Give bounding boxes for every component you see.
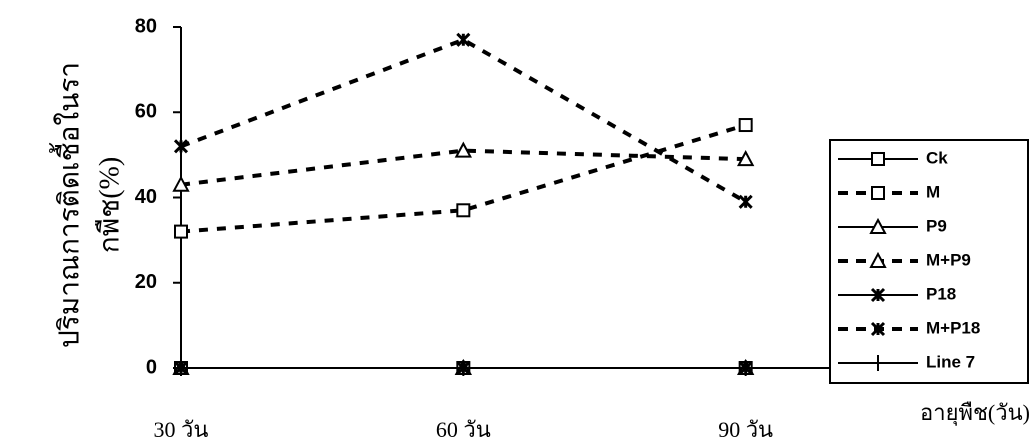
marker <box>871 152 885 166</box>
y-tick-label: 40 <box>135 186 157 208</box>
series-line <box>180 123 747 234</box>
marker-triangle <box>869 251 887 268</box>
marker-triangle <box>172 175 190 192</box>
marker <box>871 186 885 200</box>
marker-plus <box>175 360 187 376</box>
marker <box>456 32 471 47</box>
marker-plus <box>872 355 884 371</box>
marker <box>454 141 473 158</box>
y-axis-label: ปริมาณการติดเชื้อในรา <box>48 62 85 348</box>
legend-label: Ck <box>926 148 948 167</box>
marker-star <box>738 194 753 209</box>
marker <box>457 360 470 376</box>
marker <box>869 251 887 268</box>
y-tick-label: 20 <box>135 271 157 293</box>
marker-star <box>870 287 886 303</box>
y-tick-label: 60 <box>135 101 157 123</box>
marker-square <box>738 118 753 133</box>
marker-star <box>870 321 886 337</box>
marker-square <box>174 224 188 239</box>
marker <box>456 203 471 218</box>
marker <box>870 287 886 303</box>
x-tick-label: 60 วัน <box>436 417 491 442</box>
marker <box>738 118 753 133</box>
marker-star <box>456 32 471 47</box>
y-axis-label: กพืช(%) <box>94 157 125 253</box>
x-axis-label: อายุพืช(วัน) <box>920 400 1030 426</box>
marker-square <box>871 186 885 200</box>
legend-label: Line 7 <box>926 352 975 371</box>
y-tick-label: 80 <box>135 15 157 37</box>
series-line <box>180 37 747 204</box>
legend-label: M <box>926 182 940 201</box>
series-line <box>180 148 746 187</box>
marker <box>738 194 753 209</box>
marker-square <box>871 152 885 166</box>
x-tick-label: 90 วัน <box>718 417 773 442</box>
marker <box>736 150 755 167</box>
legend-label: P9 <box>926 216 947 235</box>
legend-label: P18 <box>926 284 956 303</box>
marker <box>870 321 886 337</box>
legend-label: M+P18 <box>926 318 980 337</box>
marker <box>174 224 188 239</box>
marker-star <box>173 139 189 154</box>
marker-triangle <box>736 150 755 167</box>
marker-triangle <box>869 217 887 234</box>
x-tick-label: 30 วัน <box>154 417 209 442</box>
y-tick-label: 0 <box>146 356 157 378</box>
marker-triangle <box>454 141 473 158</box>
marker <box>872 355 884 371</box>
legend-label: M+P9 <box>926 250 971 269</box>
marker-plus <box>739 360 752 376</box>
marker <box>739 360 752 376</box>
marker <box>172 175 190 192</box>
marker <box>869 217 887 234</box>
marker-square <box>456 203 471 218</box>
marker <box>175 360 187 376</box>
marker <box>173 139 189 154</box>
marker-plus <box>457 360 470 376</box>
